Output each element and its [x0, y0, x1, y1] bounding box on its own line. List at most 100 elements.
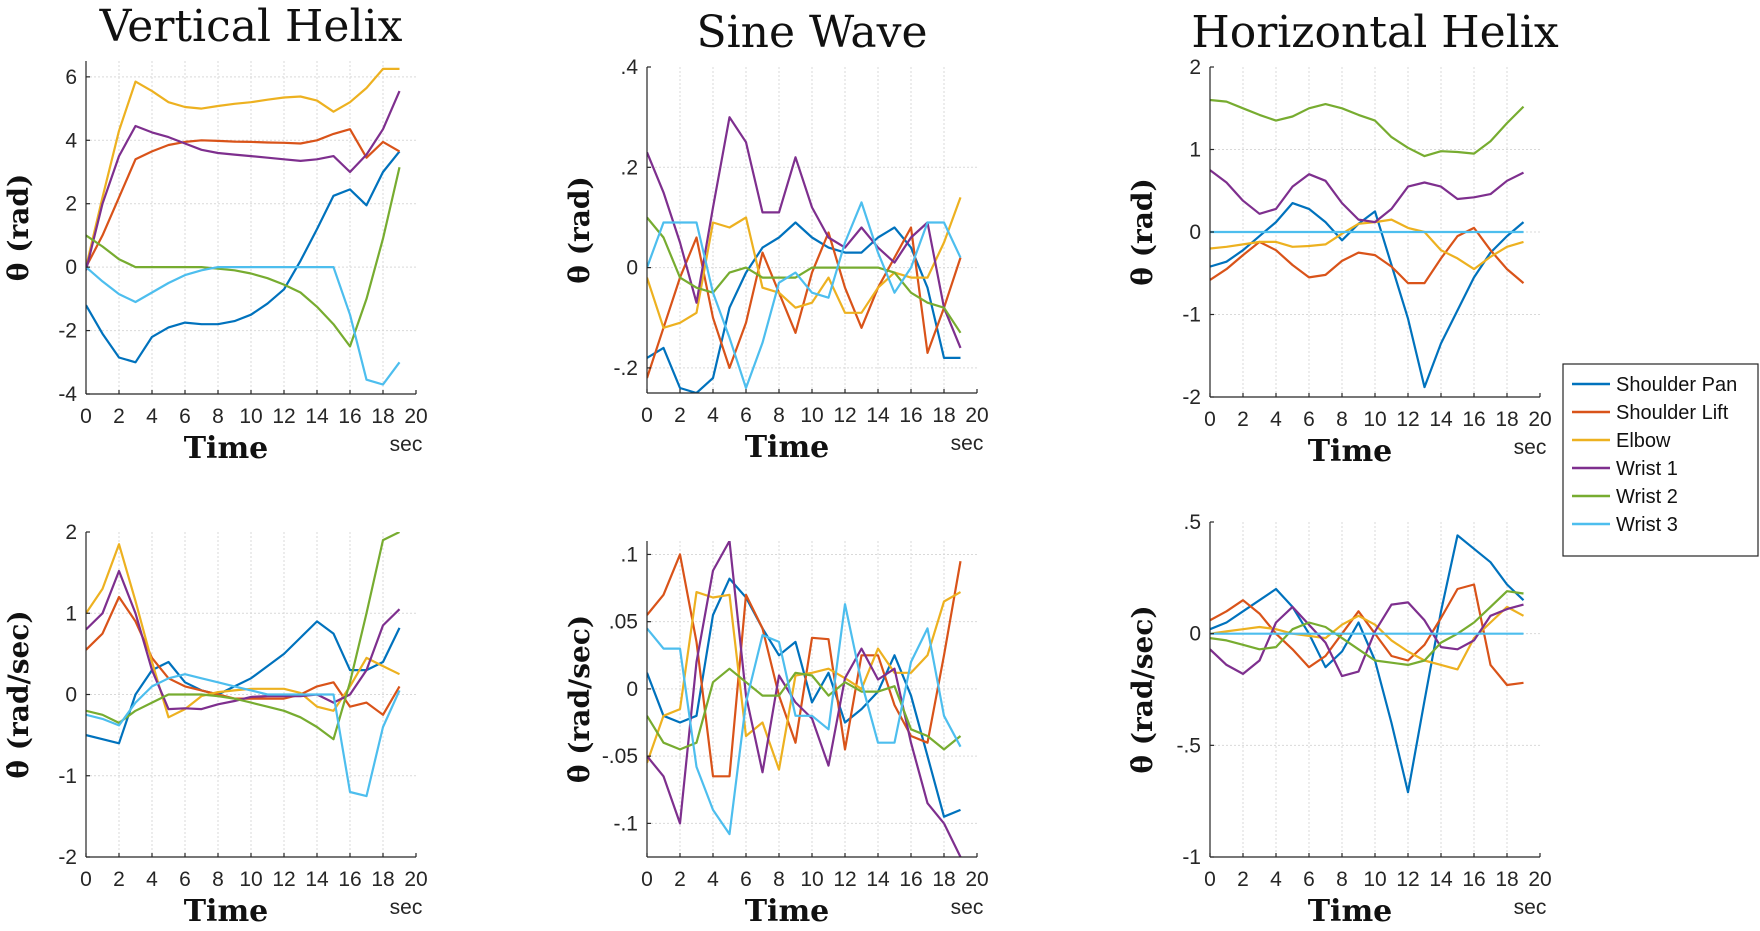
x-tick-label: 4 — [146, 405, 158, 428]
grid — [647, 67, 977, 393]
series-line-shoulder-lift — [1210, 226, 1525, 285]
x-tick-label: 18 — [932, 404, 955, 427]
x-tick-label: 16 — [899, 404, 922, 427]
y-axis-label: θ̇ (rad/sec) — [2, 610, 35, 778]
grid — [1210, 522, 1540, 857]
x-tick-label: 8 — [773, 404, 785, 427]
x-tick-label: 18 — [932, 868, 955, 891]
legend-item-wrist-3: Wrist 3 — [1572, 514, 1678, 536]
series-line-shoulder-pan — [86, 150, 401, 364]
x-tick-label: 4 — [707, 868, 719, 891]
series-line-elbow — [647, 197, 962, 329]
x-tick-label: 20 — [965, 868, 988, 891]
x-tick-label: 8 — [212, 868, 224, 891]
x-tick-label: 14 — [1429, 868, 1453, 891]
series-line-wrist-3 — [647, 603, 962, 836]
x-tick-label: 18 — [1495, 408, 1518, 431]
x-tick-label: 4 — [707, 404, 719, 427]
legend-label: Elbow — [1616, 430, 1671, 452]
series-line-shoulder-pan — [86, 620, 401, 745]
series-line-wrist-2 — [1210, 98, 1525, 158]
x-tick-label: 12 — [833, 404, 856, 427]
y-axis-label: θ̇ (rad/sec) — [563, 615, 596, 783]
series-line-elbow — [1210, 218, 1524, 271]
y-axis-label: θ (rad) — [2, 174, 35, 281]
grid — [86, 61, 416, 394]
x-tick-label: 8 — [1336, 408, 1348, 431]
x-tick-label: 20 — [965, 404, 988, 427]
y-axis-label: θ (rad) — [563, 176, 596, 283]
y-tick-label: -2 — [58, 846, 77, 869]
x-axis-label: Time — [184, 431, 269, 466]
x-axis-unit: sec — [390, 896, 423, 919]
x-tick-label: 16 — [1462, 868, 1485, 891]
x-tick-label: 6 — [1303, 408, 1315, 431]
x-tick-label: 2 — [1237, 408, 1249, 431]
series-line-wrist-1 — [1210, 169, 1524, 224]
y-tick-label: 0 — [626, 678, 638, 701]
x-tick-label: 20 — [404, 405, 427, 428]
x-tick-label: 4 — [1270, 408, 1282, 431]
x-axis-label: Time — [745, 894, 830, 929]
y-tick-label: 4 — [65, 129, 77, 152]
x-tick-label: 6 — [179, 405, 191, 428]
x-tick-label: 16 — [338, 868, 361, 891]
y-tick-label: -1 — [1182, 846, 1201, 869]
x-tick-label: 16 — [1462, 408, 1485, 431]
legend-label: Wrist 2 — [1616, 486, 1678, 508]
series-line-wrist-1 — [86, 90, 401, 271]
x-tick-label: 2 — [113, 868, 125, 891]
x-tick-label: 14 — [305, 868, 329, 891]
x-tick-label: 8 — [212, 405, 224, 428]
x-tick-label: 14 — [866, 404, 890, 427]
legend-label: Wrist 3 — [1616, 514, 1678, 536]
legend-label: Shoulder Pan — [1616, 374, 1737, 396]
legend-item-shoulder-pan: Shoulder Pan — [1572, 374, 1737, 396]
legend-item-shoulder-lift: Shoulder Lift — [1572, 402, 1729, 424]
series-line-shoulder-lift — [86, 128, 401, 268]
series-line-wrist-1 — [86, 569, 401, 711]
x-axis-unit: sec — [951, 432, 984, 455]
x-tick-label: 14 — [866, 868, 890, 891]
x-tick-label: 20 — [404, 868, 427, 891]
y-tick-label: -2 — [1182, 386, 1201, 409]
y-tick-label: 0 — [1189, 623, 1201, 646]
series-line-wrist-1 — [647, 541, 962, 857]
series-group — [86, 532, 401, 798]
x-tick-label: 2 — [674, 868, 686, 891]
y-tick-label: 2 — [65, 193, 77, 216]
x-axis-label: Time — [184, 894, 269, 929]
y-tick-label: .4 — [620, 56, 638, 79]
x-tick-label: 12 — [1396, 408, 1419, 431]
subplot-title: Sine Wave — [696, 7, 927, 58]
x-tick-label: 0 — [80, 868, 92, 891]
series-group — [647, 116, 962, 393]
series-group — [86, 67, 401, 386]
x-axis-unit: sec — [951, 896, 984, 919]
x-tick-label: 18 — [371, 868, 394, 891]
y-tick-label: 0 — [1189, 221, 1201, 244]
x-tick-label: 2 — [1237, 868, 1249, 891]
x-tick-label: 0 — [641, 868, 653, 891]
grid — [86, 532, 416, 857]
legend-item-wrist-2: Wrist 2 — [1572, 486, 1678, 508]
y-tick-label: .1 — [620, 543, 638, 566]
legend-item-elbow: Elbow — [1572, 430, 1671, 452]
series-line-shoulder-lift — [86, 595, 401, 716]
x-tick-label: 8 — [773, 868, 785, 891]
x-axis-unit: sec — [1514, 896, 1547, 919]
subplot-title: Vertical Helix — [99, 1, 403, 52]
x-axis-unit: sec — [390, 433, 423, 456]
x-tick-label: 12 — [272, 405, 295, 428]
x-tick-label: 20 — [1528, 868, 1551, 891]
series-line-shoulder-lift — [647, 226, 962, 379]
series-line-shoulder-pan — [647, 221, 961, 393]
x-tick-label: 18 — [371, 405, 394, 428]
series-group — [647, 541, 962, 857]
legend-label: Wrist 1 — [1616, 458, 1678, 480]
